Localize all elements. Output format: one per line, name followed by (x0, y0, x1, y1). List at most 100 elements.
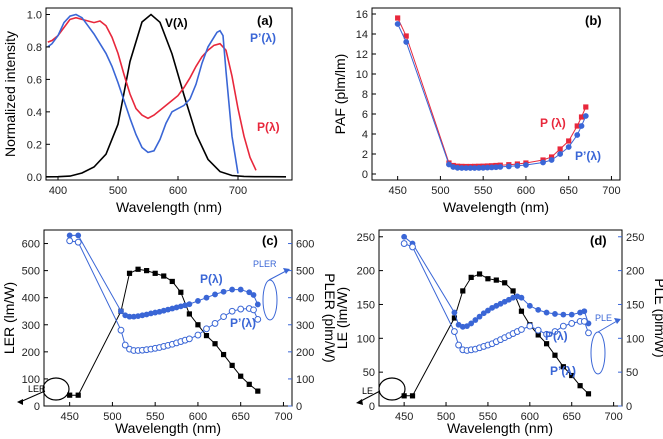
panel-d-y-right-ticks: 0 50 100 150 200 250 (618, 232, 644, 413)
data-point-d-le (552, 352, 558, 358)
panel-d-plot (400, 233, 592, 399)
v-lambda-label: V(λ) (165, 16, 188, 30)
panel-c-frame (43, 229, 293, 407)
y-right-tick-label: 0 (626, 401, 632, 413)
data-point-d-le (409, 393, 416, 399)
panel-c-y-ticks: 0 100 200 300 400 500 600 (22, 239, 48, 413)
data-point-b-p (446, 161, 452, 168)
data-point-c-pler-p (250, 292, 257, 298)
y-tick-label: 6 (362, 109, 368, 121)
data-point-d-ple-p (485, 307, 491, 314)
data-point-b-p (557, 151, 564, 157)
data-point-d-le (493, 277, 499, 283)
data-point-d-ple-p (400, 240, 408, 247)
data-point-c-pler-p (237, 305, 245, 313)
data-point-c-pler-p (185, 335, 193, 343)
data-point-d-ple-p (518, 294, 525, 301)
x-tick-label: 700 (229, 185, 247, 197)
data-point-d-ple-p (518, 326, 525, 333)
y-tick-label: 600 (22, 239, 40, 251)
y-tick-label: 250 (357, 232, 375, 244)
y-tick-label: 0.2 (27, 139, 42, 151)
panel-d-xlabel: Wavelength (nm) (447, 420, 553, 436)
panel-a-y-ticks: 0.0 0.2 0.4 0.6 0.8 1.0 (27, 9, 50, 184)
data-point-c-pler-p (203, 325, 210, 333)
panel-b-y-ticks: 0 2 4 6 8 10 12 14 16 (356, 9, 376, 181)
data-point-c-pler-p (220, 288, 227, 295)
panel-d-x-ticks: 450 500 550 600 650 700 (395, 402, 623, 423)
data-point-c-pler-p (212, 291, 218, 298)
data-point-b-p (514, 162, 521, 169)
data-point-d-le (569, 372, 575, 379)
data-point-c-ler (203, 333, 210, 339)
data-point-b-p (454, 164, 461, 171)
data-point-b-p (548, 157, 555, 163)
data-point-b-p (467, 165, 474, 171)
data-point-d-ple-p (559, 322, 567, 330)
data-point-d-ple-p (468, 320, 475, 327)
ple-ellipse (590, 331, 606, 375)
data-point-c-ler (212, 341, 218, 347)
data-point-d-ple-p (472, 317, 479, 323)
x-tick-label: 650 (232, 411, 250, 423)
panel-b-plot (394, 15, 589, 171)
series-line-a-v (45, 13, 287, 178)
data-point-b-p (458, 165, 465, 171)
data-point-c-pler-p (121, 341, 129, 349)
p-prime-lambda-label-c: P’(λ) (230, 316, 256, 330)
y-tick-label: 100 (357, 333, 375, 345)
y-tick-label: 1.0 (27, 9, 42, 21)
data-point-d-le (468, 274, 474, 280)
panel-a-frame (45, 7, 293, 181)
y-tick-label: 14 (356, 29, 368, 41)
data-point-c-ler (238, 373, 244, 379)
data-point-d-ple-p (543, 309, 550, 316)
series-line-b-p (397, 17, 587, 167)
data-point-c-pler-p (250, 306, 257, 314)
y-right-tick-label: 150 (626, 299, 644, 311)
data-point-c-ler (152, 270, 158, 276)
y-right-tick-label: 50 (626, 367, 638, 379)
data-point-d-ple-p (409, 243, 416, 251)
x-tick-label: 700 (602, 185, 620, 197)
panel-c-plot (66, 232, 262, 398)
data-point-c-ler (246, 381, 252, 387)
data-point-d-le (451, 315, 458, 321)
ple-arrow (597, 320, 618, 333)
data-point-b-p (583, 104, 589, 110)
panel-c-label: (c) (262, 233, 278, 248)
data-point-c-pler-p (118, 308, 124, 315)
data-point-c-pler-p (126, 313, 133, 320)
data-point-d-ple-p (535, 306, 542, 313)
le-arrow (358, 390, 381, 403)
series-line-c-ler (69, 268, 259, 396)
data-point-c-pler-p (211, 320, 219, 327)
data-point-c-pler-p (130, 313, 137, 320)
data-point-c-pler-p (246, 289, 253, 296)
data-point-c-ler (255, 388, 261, 394)
data-point-d-ple-p (464, 323, 470, 330)
y-tick-label: 0.6 (27, 74, 42, 86)
data-point-b-p (471, 165, 478, 171)
y-right-tick-label: 200 (296, 347, 314, 359)
panel-c: 450 500 550 600 650 700 0 100 200 300 400 500 600 0… (1, 229, 338, 436)
data-point-d-le (543, 341, 550, 347)
data-point-c-ler (126, 270, 133, 276)
data-point-d-ple-p (543, 330, 550, 338)
x-tick-label: 600 (517, 185, 535, 197)
data-point-b-p (582, 113, 589, 119)
y-tick-label: 8 (362, 89, 368, 101)
data-point-c-pler-p (66, 237, 74, 245)
data-point-d-ple-p (568, 320, 576, 327)
ler-annotation: LER (28, 384, 46, 394)
data-point-c-ler (135, 266, 141, 272)
y-right-tick-label: 400 (296, 293, 314, 305)
x-tick-label: 700 (604, 411, 622, 423)
x-tick-label: 400 (49, 185, 67, 197)
data-point-b-p (578, 123, 585, 129)
ler-arrow (19, 390, 46, 403)
x-tick-label: 500 (109, 185, 127, 197)
y-right-tick-label: 600 (296, 239, 314, 251)
y-tick-label: 300 (22, 320, 40, 332)
